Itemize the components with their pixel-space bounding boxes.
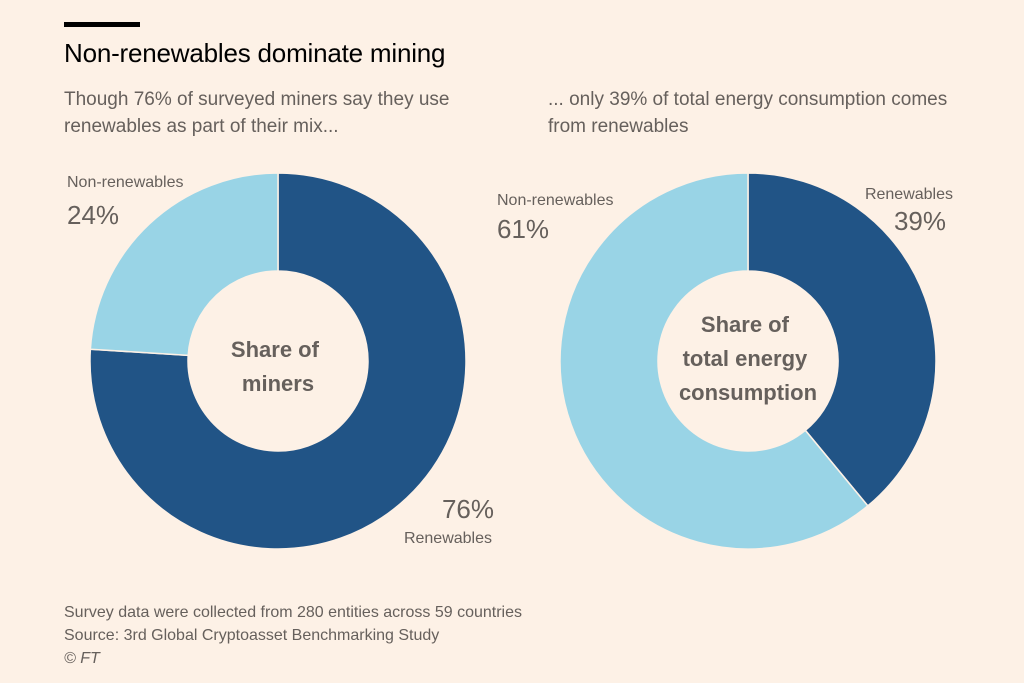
center-label-line: Share of (701, 312, 790, 337)
chart-title: Non-renewables dominate mining (64, 38, 446, 68)
center-label-line: miners (242, 371, 314, 396)
footer: Survey data were collected from 280 enti… (64, 601, 522, 670)
slice-renewables-miners (89, 172, 467, 550)
slice-label-non-renewables: Non-renewables (497, 192, 614, 209)
title-accent-bar (64, 22, 140, 27)
footer-note: Survey data were collected from 280 enti… (64, 604, 523, 621)
slice-label-renewables: Renewables (865, 186, 953, 203)
slice-value-renewables: 39% (894, 206, 946, 236)
left-subtitle: Though 76% of surveyed miners say they u… (64, 89, 450, 137)
center-label-line: total energy (683, 346, 808, 371)
slice-label-non-renewables: Non-renewables (67, 174, 184, 191)
slice-non-renewables-miners (89, 172, 279, 357)
slice-value-renewables: 76% (442, 494, 494, 524)
slice-renewables-energy (747, 172, 937, 507)
slice-non-renewables-energy (559, 172, 869, 550)
donut-miners: Share of miners Non-renewables 24% 76% R… (67, 172, 494, 550)
center-label-line: Share of (231, 337, 320, 362)
center-label-energy: Share of total energy consumption (679, 312, 817, 405)
center-label-miners: Share of miners (231, 337, 325, 396)
slice-value-non-renewables: 61% (497, 214, 549, 244)
footer-source: Source: 3rd Global Cryptoasset Benchmark… (64, 627, 440, 644)
slice-value-non-renewables: 24% (67, 200, 119, 230)
right-subtitle: ... only 39% of total energy consumption… (548, 89, 948, 137)
donut-energy-consumption: Share of total energy consumption Non-re… (497, 172, 953, 550)
footer-credit: © FT (64, 650, 100, 667)
center-label-line: consumption (679, 380, 817, 405)
slice-label-renewables: Renewables (404, 530, 492, 547)
